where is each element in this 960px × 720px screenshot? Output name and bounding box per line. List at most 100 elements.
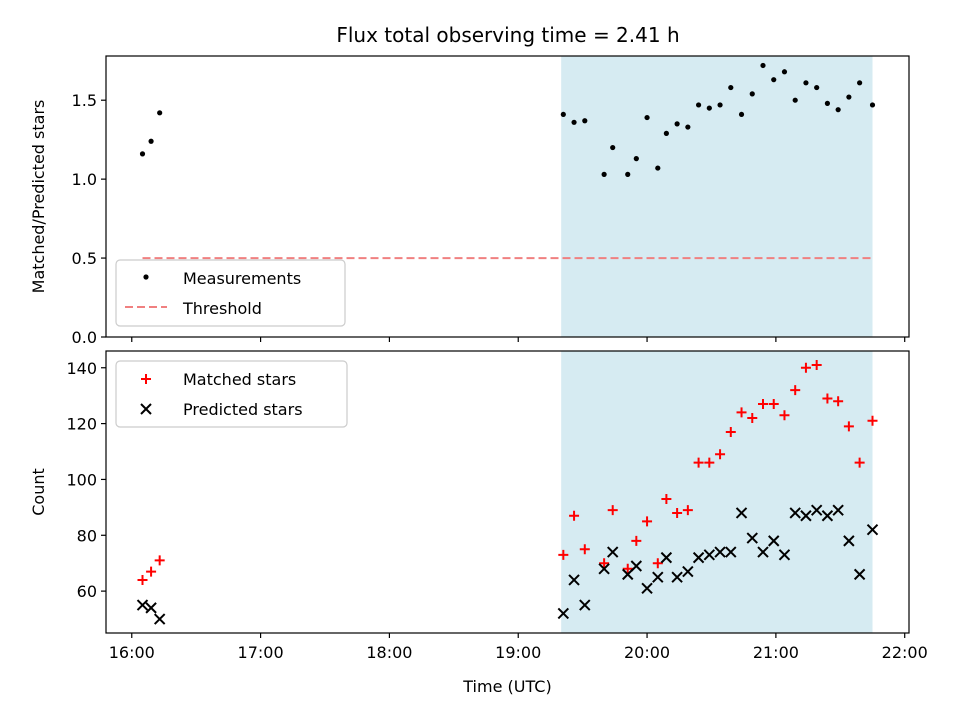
matched-star-point bbox=[779, 410, 790, 421]
matched-star-point bbox=[642, 516, 653, 527]
measurement-point bbox=[781, 69, 788, 75]
predicted-star-point bbox=[652, 571, 664, 583]
predicted-star-point bbox=[746, 532, 758, 544]
measurement-point bbox=[625, 171, 631, 177]
matched-star-point bbox=[569, 510, 580, 521]
axes-frame bbox=[105, 55, 910, 338]
legend: Matched stars Predicted stars bbox=[115, 360, 348, 428]
matched-star-point bbox=[843, 421, 854, 432]
y-tick-label: 100 bbox=[66, 470, 97, 489]
matched-star-point bbox=[747, 413, 758, 424]
matched-star-point bbox=[800, 362, 811, 373]
measurement-point bbox=[835, 107, 841, 113]
x-tick-label: 22:00 bbox=[882, 643, 928, 662]
measurement-point bbox=[663, 130, 669, 136]
y-tick-label: 120 bbox=[66, 415, 97, 434]
y-tick-label: 0.0 bbox=[72, 328, 97, 347]
matched-star-point bbox=[599, 558, 610, 569]
predicted-star-point bbox=[557, 607, 570, 620]
measurement-point bbox=[792, 97, 798, 103]
predicted-star-point bbox=[660, 551, 673, 564]
measurement-point bbox=[685, 124, 691, 130]
legend-box bbox=[115, 360, 348, 428]
measurement-point bbox=[148, 138, 154, 144]
predicted-star-point bbox=[579, 599, 591, 611]
y-tick-label: 0.5 bbox=[72, 249, 97, 268]
measurement-point bbox=[728, 84, 734, 91]
legend-matched-marker bbox=[141, 374, 151, 384]
predicted-star-point bbox=[853, 568, 866, 581]
measurement-point bbox=[803, 80, 809, 86]
matched-star-point bbox=[822, 393, 833, 404]
y-axis-label: Matched/Predicted stars bbox=[29, 100, 48, 294]
measurement-point bbox=[749, 91, 755, 97]
panel-bottom: 60 80 100 120 140 16:00 17:00 18:00 19:00 20:00 21… bbox=[29, 350, 928, 696]
predicted-star-point bbox=[832, 504, 844, 516]
measurement-point bbox=[139, 151, 146, 157]
matched-star-point bbox=[558, 549, 569, 560]
x-tick-label: 18:00 bbox=[366, 643, 412, 662]
measurement-point bbox=[706, 105, 712, 111]
chart-title: Flux total observing time = 2.41 h bbox=[336, 23, 679, 47]
predicted-star-point bbox=[153, 613, 166, 625]
predicted-star-point bbox=[768, 535, 780, 547]
predicted-star-point bbox=[843, 535, 855, 547]
measurement-point bbox=[869, 102, 876, 108]
predicted-star-point bbox=[598, 563, 610, 575]
panel-top: 0.0 0.5 1.0 1.5 Matched/Predicted stars Measu… bbox=[29, 55, 910, 347]
matched-star-point bbox=[715, 449, 726, 460]
matched-star-point bbox=[704, 457, 715, 468]
y-tick-label: 1.5 bbox=[72, 91, 97, 110]
predicted-star-point bbox=[703, 549, 716, 561]
predicted-star-point bbox=[692, 551, 705, 564]
measurement-point bbox=[814, 84, 820, 91]
predicted-star-point bbox=[789, 507, 801, 519]
predicted-star-point bbox=[136, 599, 149, 611]
matched-star-point bbox=[682, 505, 693, 516]
y-tick-label: 140 bbox=[66, 359, 97, 378]
measurement-point bbox=[674, 121, 680, 127]
matched-star-point bbox=[693, 457, 704, 468]
matched-star-point bbox=[867, 415, 878, 426]
legend-label: Matched stars bbox=[183, 370, 296, 389]
matched-star-point bbox=[146, 566, 157, 577]
x-tick-label: 21:00 bbox=[753, 643, 799, 662]
measurement-point bbox=[610, 144, 616, 151]
predicted-star-point bbox=[641, 582, 653, 595]
measurement-point bbox=[738, 111, 745, 118]
measurement-point bbox=[571, 119, 577, 125]
measurement-point bbox=[601, 171, 607, 177]
predicted-star-point bbox=[800, 510, 812, 522]
predicted-star-point bbox=[735, 507, 748, 519]
y-tick-label: 80 bbox=[77, 526, 97, 545]
predicted-star-point bbox=[778, 549, 791, 561]
matched-star-point bbox=[790, 385, 801, 396]
predicted-star-point bbox=[757, 546, 769, 558]
measurement-point bbox=[644, 114, 650, 121]
predicted-star-point bbox=[810, 504, 823, 516]
matched-star-point bbox=[725, 426, 736, 437]
matched-star-point bbox=[833, 396, 844, 407]
predicted-star-point bbox=[145, 602, 157, 614]
measurement-point bbox=[771, 77, 777, 83]
x-tick-label: 20:00 bbox=[624, 643, 670, 662]
matched-star-point bbox=[137, 574, 148, 585]
measurement-point bbox=[582, 118, 588, 124]
predicted-star-point bbox=[568, 574, 580, 586]
legend-label: Measurements bbox=[183, 269, 301, 288]
legend-predicted-marker bbox=[140, 403, 152, 415]
axes-frame bbox=[105, 350, 910, 634]
legend: Measurements Threshold bbox=[115, 259, 346, 327]
measurement-point bbox=[824, 100, 831, 106]
predicted-star-point bbox=[622, 568, 634, 581]
y-axis-label: Count bbox=[29, 468, 48, 516]
matched-star-point bbox=[811, 359, 822, 370]
matched-star-point bbox=[854, 457, 865, 468]
measurement-point bbox=[846, 94, 852, 100]
x-axis-label: Time (UTC) bbox=[462, 677, 551, 696]
matched-star-point bbox=[631, 535, 642, 546]
legend-label: Threshold bbox=[182, 299, 262, 318]
predicted-star-point bbox=[714, 546, 726, 558]
observing-span bbox=[561, 351, 873, 633]
matched-star-point bbox=[736, 407, 747, 418]
